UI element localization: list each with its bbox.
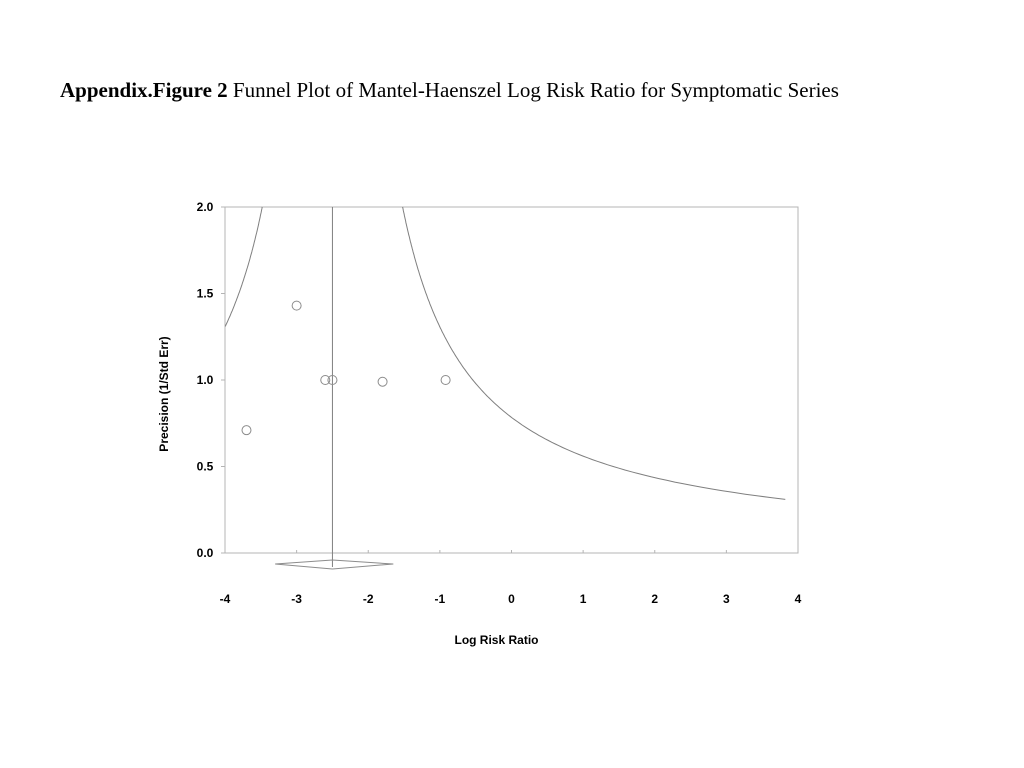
y-axis-label: Precision (1/Std Err): [157, 336, 171, 451]
study-point: [327, 375, 338, 385]
x-tick-label: 1: [580, 592, 587, 606]
study-point: [291, 300, 302, 311]
x-tick-label: 0: [508, 592, 515, 606]
study-point: [241, 425, 252, 436]
tick-layer: 0.0 0.5 1.0 1.5 2.0 -4 -3 -2 -1 0 1 2 3 4: [197, 200, 802, 606]
y-tick-label: 0.0: [197, 546, 214, 560]
plot-area-frame: [224, 206, 799, 554]
x-tick-label: -1: [435, 592, 446, 606]
y-tick-label: 1.5: [197, 287, 214, 301]
plot-frame-layer: [224, 206, 799, 554]
y-tick-label: 2.0: [197, 200, 214, 214]
x-tick-label: 4: [795, 592, 802, 606]
y-tick-label: 1.0: [197, 373, 214, 387]
x-axis-label: Log Risk Ratio: [454, 633, 538, 647]
y-tick-label: 0.5: [197, 460, 214, 474]
data-points-layer: [241, 300, 451, 436]
pooled-estimate-diamond: [275, 559, 394, 570]
x-tick-label: 2: [651, 592, 658, 606]
x-tick-label: -3: [291, 592, 302, 606]
funnel-right-limit: [402, 206, 786, 500]
study-point: [440, 375, 451, 385]
funnel-curves-layer: [224, 206, 786, 570]
figure-label: Appendix.Figure 2: [60, 78, 228, 102]
x-tick-label: 3: [723, 592, 730, 606]
figure-caption: Appendix.Figure 2 Funnel Plot of Mantel-…: [60, 78, 839, 103]
funnel-left-limit: [224, 206, 263, 327]
study-point: [377, 376, 388, 387]
x-tick-label: -2: [363, 592, 374, 606]
study-point: [320, 375, 331, 385]
figure-caption-text: Funnel Plot of Mantel-Haenszel Log Risk …: [232, 78, 839, 102]
x-tick-label: -4: [220, 592, 231, 606]
